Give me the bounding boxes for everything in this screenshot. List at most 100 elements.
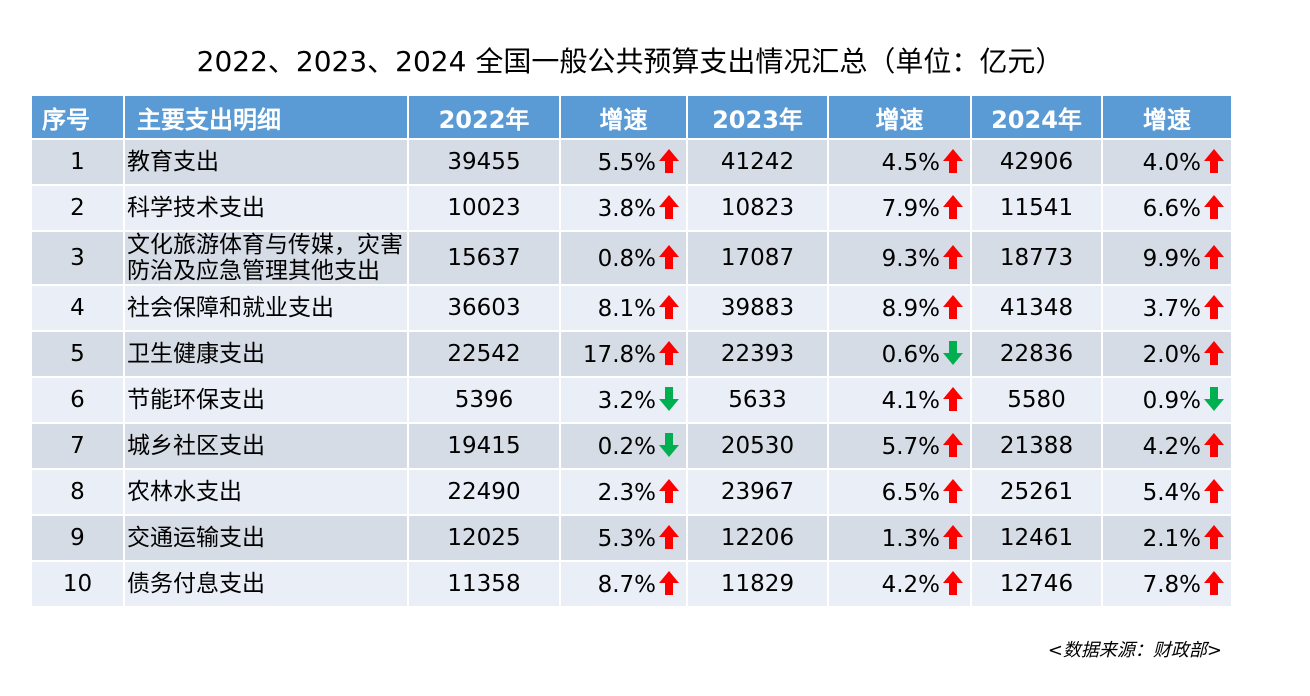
up-arrow-icon xyxy=(943,479,963,503)
up-arrow-icon xyxy=(659,479,679,503)
row-name: 科学技术支出 xyxy=(125,186,407,230)
growth-2024: 6.6% xyxy=(1103,186,1231,230)
value-2022: 5396 xyxy=(409,378,559,422)
value-2023: 17087 xyxy=(688,232,827,284)
growth-2024: 2.1% xyxy=(1103,516,1231,560)
row-name: 节能环保支出 xyxy=(125,378,407,422)
value-2023: 39883 xyxy=(688,286,827,330)
page-title: 2022、2023、2024 全国一般公共预算支出情况汇总（单位：亿元） xyxy=(196,45,1064,78)
up-arrow-icon xyxy=(659,571,679,595)
up-arrow-icon xyxy=(659,149,679,173)
down-arrow-icon xyxy=(1204,387,1224,411)
value-2024: 12746 xyxy=(972,562,1101,606)
header-growth-2023: 增速 xyxy=(829,96,970,138)
growth-2022: 0.8% xyxy=(561,232,686,284)
growth-2022: 2.3% xyxy=(561,470,686,514)
header-2024: 2024年 xyxy=(972,96,1101,138)
header-2022: 2022年 xyxy=(409,96,559,138)
row-name: 文化旅游体育与传媒，灾害 防治及应急管理其他支出 xyxy=(125,232,407,284)
value-2023: 41242 xyxy=(688,140,827,184)
header-no: 序号 xyxy=(32,96,123,138)
growth-2023: 4.1% xyxy=(829,378,970,422)
up-arrow-icon xyxy=(943,387,963,411)
table-row: 3 文化旅游体育与传媒，灾害 防治及应急管理其他支出 15637 0.8% 170… xyxy=(32,232,1231,284)
growth-2022: 3.8% xyxy=(561,186,686,230)
up-arrow-icon xyxy=(943,295,963,319)
value-2022: 12025 xyxy=(409,516,559,560)
header-item: 主要支出明细 xyxy=(125,96,407,138)
value-2022: 19415 xyxy=(409,424,559,468)
value-2024: 18773 xyxy=(972,232,1101,284)
value-2022: 36603 xyxy=(409,286,559,330)
up-arrow-icon xyxy=(943,571,963,595)
down-arrow-icon xyxy=(659,433,679,457)
up-arrow-icon xyxy=(659,341,679,365)
row-no: 4 xyxy=(32,286,123,330)
row-name: 农林水支出 xyxy=(125,470,407,514)
value-2022: 22490 xyxy=(409,470,559,514)
table-row: 1 教育支出 39455 5.5% 41242 4.5% 42906 4.0% xyxy=(32,140,1231,184)
up-arrow-icon xyxy=(1204,571,1224,595)
growth-2024: 0.9% xyxy=(1103,378,1231,422)
table-row: 7 城乡社区支出 19415 0.2% 20530 5.7% 21388 4.2… xyxy=(32,424,1231,468)
up-arrow-icon xyxy=(1204,245,1224,269)
header-growth-2022: 增速 xyxy=(561,96,686,138)
value-2023: 20530 xyxy=(688,424,827,468)
growth-2023: 5.7% xyxy=(829,424,970,468)
growth-2022: 0.2% xyxy=(561,424,686,468)
up-arrow-icon xyxy=(1204,295,1224,319)
growth-2022: 5.5% xyxy=(561,140,686,184)
down-arrow-icon xyxy=(659,387,679,411)
up-arrow-icon xyxy=(943,149,963,173)
row-no: 9 xyxy=(32,516,123,560)
value-2024: 11541 xyxy=(972,186,1101,230)
row-name: 城乡社区支出 xyxy=(125,424,407,468)
up-arrow-icon xyxy=(943,433,963,457)
growth-2023: 4.2% xyxy=(829,562,970,606)
value-2022: 11358 xyxy=(409,562,559,606)
header-row: 序号 主要支出明细 2022年 增速 2023年 增速 2024年 增速 xyxy=(32,96,1231,138)
value-2023: 10823 xyxy=(688,186,827,230)
value-2022: 22542 xyxy=(409,332,559,376)
value-2023: 22393 xyxy=(688,332,827,376)
growth-2024: 2.0% xyxy=(1103,332,1231,376)
growth-2024: 3.7% xyxy=(1103,286,1231,330)
growth-2024: 4.0% xyxy=(1103,140,1231,184)
value-2023: 23967 xyxy=(688,470,827,514)
growth-2023: 0.6% xyxy=(829,332,970,376)
value-2024: 42906 xyxy=(972,140,1101,184)
row-no: 10 xyxy=(32,562,123,606)
value-2024: 5580 xyxy=(972,378,1101,422)
up-arrow-icon xyxy=(1204,341,1224,365)
row-name: 交通运输支出 xyxy=(125,516,407,560)
growth-2023: 6.5% xyxy=(829,470,970,514)
value-2024: 21388 xyxy=(972,424,1101,468)
table-row: 4 社会保障和就业支出 36603 8.1% 39883 8.9% 41348 … xyxy=(32,286,1231,330)
up-arrow-icon xyxy=(1204,479,1224,503)
table-row: 5 卫生健康支出 22542 17.8% 22393 0.6% 22836 2.… xyxy=(32,332,1231,376)
growth-2023: 4.5% xyxy=(829,140,970,184)
growth-2023: 9.3% xyxy=(829,232,970,284)
up-arrow-icon xyxy=(1204,525,1224,549)
growth-2024: 4.2% xyxy=(1103,424,1231,468)
up-arrow-icon xyxy=(1204,433,1224,457)
value-2023: 11829 xyxy=(688,562,827,606)
growth-2022: 17.8% xyxy=(561,332,686,376)
table-row: 10 债务付息支出 11358 8.7% 11829 4.2% 12746 7.… xyxy=(32,562,1231,606)
table-row: 8 农林水支出 22490 2.3% 23967 6.5% 25261 5.4% xyxy=(32,470,1231,514)
row-no: 5 xyxy=(32,332,123,376)
row-no: 7 xyxy=(32,424,123,468)
row-name-line1: 文化旅游体育与传媒，灾害 xyxy=(127,232,403,258)
data-source-note: <数据来源：财政部> xyxy=(1047,640,1222,661)
value-2024: 25261 xyxy=(972,470,1101,514)
up-arrow-icon xyxy=(659,295,679,319)
row-no: 8 xyxy=(32,470,123,514)
value-2022: 15637 xyxy=(409,232,559,284)
value-2022: 10023 xyxy=(409,186,559,230)
growth-2024: 5.4% xyxy=(1103,470,1231,514)
growth-2023: 1.3% xyxy=(829,516,970,560)
table-row: 2 科学技术支出 10023 3.8% 10823 7.9% 11541 6.6… xyxy=(32,186,1231,230)
value-2023: 5633 xyxy=(688,378,827,422)
up-arrow-icon xyxy=(943,245,963,269)
up-arrow-icon xyxy=(659,195,679,219)
